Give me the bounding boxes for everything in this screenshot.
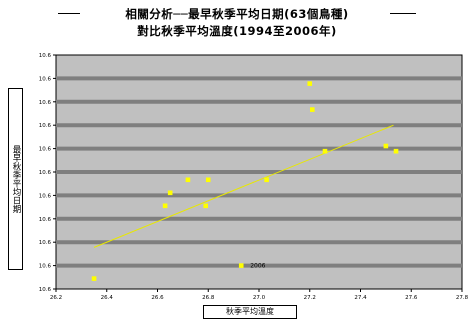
data-point bbox=[185, 177, 191, 183]
y-tick-label: 10.6 bbox=[39, 170, 52, 176]
x-tick-label: 27.4 bbox=[354, 295, 367, 301]
y-tick-label: 10.6 bbox=[39, 264, 52, 270]
x-tick-label: 27.2 bbox=[304, 295, 316, 301]
x-axis-label: 秋季平均溫度 bbox=[203, 305, 297, 319]
data-point bbox=[162, 203, 168, 209]
chart-title-box: 相關分析──最早秋季平均日期(63個鳥種) 對比秋季平均溫度(1994至2006… bbox=[58, 6, 416, 44]
y-tick-label: 10.6 bbox=[39, 240, 52, 246]
data-point bbox=[264, 177, 269, 183]
y-axis-label: 最早秋季平均日期 bbox=[11, 145, 21, 213]
y-tick-label: 10.6 bbox=[39, 100, 52, 106]
chart-subtitle: 對比秋季平均溫度(1994至2006年) bbox=[137, 24, 337, 38]
x-tick-label: 26.4 bbox=[101, 295, 114, 301]
y-tick-label: 10.6 bbox=[39, 193, 52, 199]
data-point bbox=[383, 143, 389, 149]
y-tick-label: 10.6 bbox=[39, 287, 52, 293]
x-tick-label: 27.0 bbox=[253, 295, 266, 301]
y-axis-label-box: 最早秋季平均日期 bbox=[8, 88, 23, 270]
y-tick-label: 10.6 bbox=[39, 53, 52, 59]
data-label: 2006 bbox=[250, 263, 265, 270]
data-point bbox=[238, 263, 244, 268]
data-point bbox=[205, 177, 211, 183]
y-tick-label: 10.6 bbox=[39, 217, 52, 223]
y-tick-label: 10.6 bbox=[39, 76, 52, 82]
chart-title: 相關分析──最早秋季平均日期(63個鳥種) bbox=[125, 7, 349, 21]
trend-line bbox=[93, 124, 394, 248]
data-point bbox=[309, 107, 315, 112]
title-right-rule bbox=[390, 13, 416, 14]
y-tick-label: 10.6 bbox=[39, 123, 52, 129]
x-tick-label: 26.2 bbox=[50, 295, 62, 301]
data-point bbox=[307, 81, 313, 86]
data-point bbox=[167, 190, 173, 196]
y-tick-label: 10.6 bbox=[39, 147, 52, 153]
data-point bbox=[322, 148, 328, 154]
x-tick-label: 26.8 bbox=[202, 295, 215, 301]
data-point bbox=[203, 203, 209, 209]
title-left-rule bbox=[58, 13, 80, 14]
data-point bbox=[91, 276, 97, 281]
x-tick-label: 27.8 bbox=[456, 295, 469, 301]
data-point bbox=[393, 148, 399, 154]
x-tick-label: 26.6 bbox=[151, 295, 164, 301]
x-tick-label: 27.6 bbox=[405, 295, 418, 301]
